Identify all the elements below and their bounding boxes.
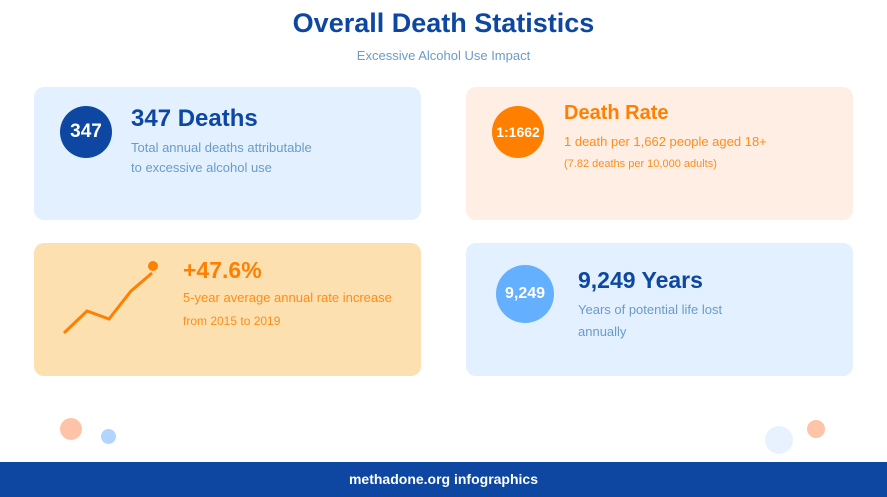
deaths-badge: 347 bbox=[60, 106, 112, 158]
footer: methadone.org infographics bbox=[0, 462, 887, 497]
increase-heading: +47.6% bbox=[183, 257, 262, 283]
card-deaths: 347 347 Deaths Total annual deaths attri… bbox=[34, 87, 421, 220]
card-rate-increase: +47.6% 5-year average annual rate increa… bbox=[34, 243, 421, 376]
rate-desc-1: 1 death per 1,662 people aged 18+ bbox=[564, 134, 767, 149]
years-badge: 9,249 bbox=[496, 265, 554, 323]
page-subtitle: Excessive Alcohol Use Impact bbox=[356, 48, 531, 63]
increase-desc-1: 5-year average annual rate increase bbox=[183, 290, 392, 305]
years-desc-1: Years of potential life lost bbox=[578, 302, 723, 317]
years-heading: 9,249 Years bbox=[578, 267, 703, 293]
increase-desc-2: from 2015 to 2019 bbox=[183, 314, 281, 328]
rate-badge: 1:1662 bbox=[492, 106, 544, 158]
deaths-desc-2: to excessive alcohol use bbox=[131, 160, 272, 175]
card-years-lost: 9,249 9,249 Years Years of potential lif… bbox=[466, 243, 853, 376]
decor-dot bbox=[765, 426, 793, 454]
page-title: Overall Death Statistics bbox=[292, 8, 595, 38]
card-death-rate: 1:1662 Death Rate 1 death per 1,662 peop… bbox=[466, 87, 853, 220]
decor-dot bbox=[60, 418, 82, 440]
deaths-heading: 347 Deaths bbox=[131, 105, 258, 132]
deaths-desc-1: Total annual deaths attributable bbox=[131, 140, 312, 155]
trend-up-line-icon bbox=[62, 261, 158, 335]
rate-desc-2: (7.82 deaths per 10,000 adults) bbox=[564, 158, 717, 170]
rate-heading: Death Rate bbox=[564, 102, 669, 124]
decor-dot bbox=[101, 429, 116, 444]
years-desc-2: annually bbox=[578, 324, 627, 339]
decor-dot bbox=[807, 420, 825, 438]
